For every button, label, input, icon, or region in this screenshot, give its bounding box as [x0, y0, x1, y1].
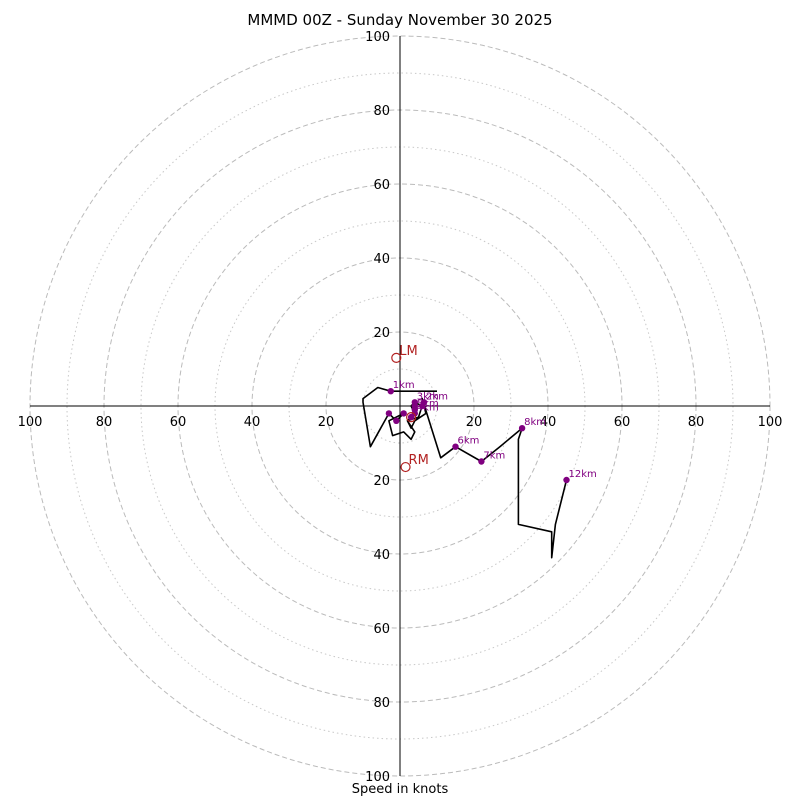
height-point	[518, 425, 526, 432]
x-tick-label: 60	[170, 415, 187, 430]
height-point	[563, 476, 570, 484]
x-tick-label: 40	[540, 415, 557, 430]
y-tick-label: 20	[373, 474, 390, 489]
height-point	[387, 388, 394, 395]
hodograph-line	[362, 386, 568, 559]
y-tick-label: 80	[373, 696, 390, 711]
storm-motion-label: RM	[409, 453, 429, 468]
height-label: 5km	[417, 399, 439, 410]
height-point	[411, 406, 418, 413]
height-point	[393, 417, 400, 424]
height-label: 2km	[426, 391, 448, 402]
height-label: 4km	[417, 402, 439, 413]
chart-title: MMMD 00Z - Sunday November 30 2025	[247, 11, 553, 29]
y-tick-label: 100	[365, 770, 390, 785]
height-label: 1km	[393, 380, 415, 391]
height-label: 12km	[569, 469, 597, 480]
height-point	[385, 410, 393, 417]
x-axis-label: Speed in knots	[351, 782, 449, 797]
x-tick-label: 80	[96, 415, 113, 430]
height-point	[420, 399, 428, 406]
x-tick-label: 20	[318, 415, 335, 430]
x-tick-label: 40	[244, 415, 261, 430]
height-label: 7km	[483, 451, 505, 462]
y-tick-label: 40	[373, 252, 390, 267]
axes-layer	[30, 36, 770, 776]
x-tick-label: 80	[688, 415, 705, 430]
x-tick-label: 60	[614, 415, 631, 430]
height-label: 8km	[524, 417, 546, 428]
height-point	[411, 399, 418, 406]
y-tick-label: 60	[373, 178, 390, 193]
storm-motion-marker	[406, 412, 417, 423]
storm-motion-label: LM	[399, 344, 417, 359]
y-tick-label: 60	[373, 622, 390, 637]
y-tick-label: 40	[373, 548, 390, 563]
x-tick-label: 100	[18, 415, 43, 430]
height-label: 6km	[458, 436, 480, 447]
y-tick-label: 100	[365, 30, 390, 45]
storm-motion-marker	[391, 352, 402, 363]
x-tick-label: 20	[466, 415, 483, 430]
height-label: 3km	[417, 391, 439, 402]
height-point	[400, 410, 407, 417]
height-point	[452, 443, 459, 450]
height-point	[478, 458, 485, 465]
y-tick-label: 80	[373, 104, 390, 119]
y-tick-label: 20	[373, 326, 390, 341]
storm-motion-layer: LM RM	[391, 344, 429, 473]
storm-motion-marker	[400, 461, 411, 473]
trace-layer	[362, 386, 568, 559]
tick-labels-layer: 100 100 80 80 60 60 40 40 20 20 20 20 40 40 60 60 80 80 10…	[18, 30, 783, 785]
x-tick-label: 100	[758, 415, 783, 430]
